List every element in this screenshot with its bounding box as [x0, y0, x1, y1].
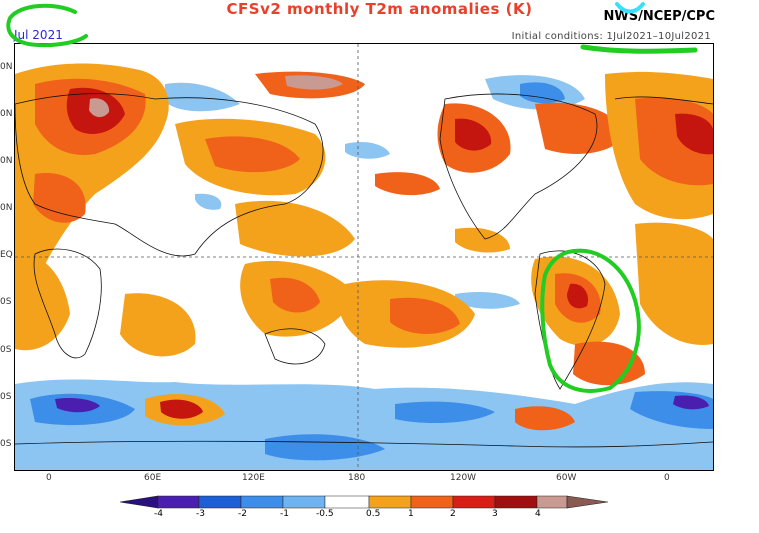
- colorbar-swatches: [119, 495, 609, 509]
- colorbar-swatch: [494, 495, 538, 509]
- lon-label: 120E: [242, 473, 265, 483]
- lon-label: 0: [664, 473, 670, 483]
- colorbar-swatch: [198, 495, 242, 509]
- lat-label: EQ: [0, 250, 13, 260]
- lon-label: 0: [46, 473, 52, 483]
- colorbar-tick-label: -1: [280, 509, 289, 519]
- lon-label: 60W: [556, 473, 577, 483]
- lon-label: 120W: [450, 473, 477, 483]
- colorbar-swatch: [536, 495, 568, 509]
- lat-label: 0N: [0, 156, 13, 166]
- warm-anomaly-regions: [15, 63, 713, 431]
- colorbar: [119, 494, 609, 513]
- map-title: CFSv2 monthly T2m anomalies (K): [226, 0, 533, 18]
- lat-label: 0N: [0, 203, 13, 213]
- colorbar-tick-label: -3: [196, 509, 205, 519]
- colorbar-tick-label: 3: [492, 509, 498, 519]
- colorbar-swatch: [157, 495, 200, 509]
- colorbar-swatch: [368, 495, 412, 509]
- lon-label: 60E: [144, 473, 162, 483]
- colorbar-tick-label: -0.5: [316, 509, 334, 519]
- colorbar-tick-label: 0.5: [366, 509, 381, 519]
- lat-label: 0N: [0, 109, 13, 119]
- lat-label: 0S: [0, 345, 12, 355]
- lat-label: 0S: [0, 297, 12, 307]
- lon-label: 180: [348, 473, 366, 483]
- anomaly-map-canvas: [15, 44, 713, 470]
- lat-label: 0S: [0, 392, 12, 402]
- colorbar-tick-label: -4: [154, 509, 163, 519]
- colorbar-swatch: [240, 495, 284, 509]
- colorbar-tick-label: -2: [238, 509, 247, 519]
- colorbar-tick-label: 2: [450, 509, 456, 519]
- colorbar-tick-label: 4: [535, 509, 541, 519]
- anomaly-map: [14, 43, 714, 471]
- agency-label: NWS/NCEP/CPC: [603, 9, 715, 24]
- colorbar-tick-label: 1: [408, 509, 414, 519]
- initial-conditions-label: Initial conditions: 1Jul2021–10Jul2021: [511, 31, 711, 42]
- lat-label: 0S: [0, 439, 12, 449]
- reference-gridlines: [15, 44, 713, 470]
- colorbar-swatch: [324, 495, 370, 509]
- colorbar-swatch: [282, 495, 326, 509]
- colorbar-swatch: [119, 495, 159, 509]
- forecast-month-label: Jul 2021: [14, 28, 63, 42]
- colorbar-swatch: [566, 495, 609, 509]
- lat-label: 0N: [0, 62, 13, 72]
- colorbar-swatch: [410, 495, 454, 509]
- colorbar-swatch: [452, 495, 496, 509]
